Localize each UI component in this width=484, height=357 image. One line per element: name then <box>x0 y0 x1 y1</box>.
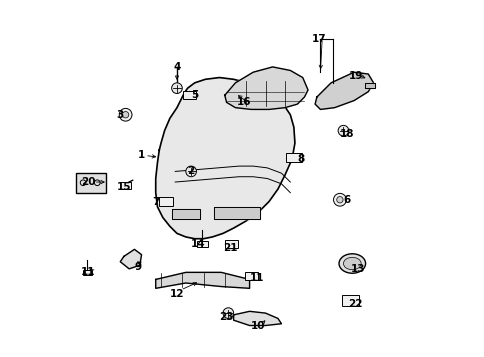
Text: 14: 14 <box>191 239 205 249</box>
Text: 16: 16 <box>237 97 251 107</box>
Circle shape <box>337 125 348 136</box>
FancyBboxPatch shape <box>244 272 257 280</box>
Polygon shape <box>364 83 375 88</box>
Text: 7: 7 <box>151 196 159 206</box>
Text: 21: 21 <box>222 242 237 252</box>
Text: 11: 11 <box>249 273 263 283</box>
Text: 20: 20 <box>81 177 95 187</box>
Text: 9: 9 <box>134 262 141 272</box>
Text: 10: 10 <box>251 321 265 331</box>
Circle shape <box>171 83 182 94</box>
Polygon shape <box>233 311 281 326</box>
FancyBboxPatch shape <box>341 295 359 306</box>
Circle shape <box>333 193 346 206</box>
Text: 11: 11 <box>81 267 95 277</box>
Text: 8: 8 <box>297 154 304 164</box>
Text: 22: 22 <box>348 299 363 309</box>
Circle shape <box>119 109 132 121</box>
Text: 5: 5 <box>191 90 198 100</box>
Text: 17: 17 <box>311 34 325 44</box>
Ellipse shape <box>343 257 361 270</box>
FancyBboxPatch shape <box>182 91 196 99</box>
Circle shape <box>336 197 342 203</box>
Polygon shape <box>224 67 307 110</box>
FancyBboxPatch shape <box>120 182 131 189</box>
Polygon shape <box>120 249 141 269</box>
Text: 12: 12 <box>169 288 184 298</box>
FancyBboxPatch shape <box>159 197 173 206</box>
Text: 1: 1 <box>137 151 145 161</box>
Polygon shape <box>171 208 199 219</box>
Circle shape <box>185 166 196 177</box>
FancyBboxPatch shape <box>197 241 207 247</box>
Text: 13: 13 <box>349 264 364 274</box>
Text: 18: 18 <box>339 129 353 139</box>
Text: 19: 19 <box>348 71 363 81</box>
Polygon shape <box>155 272 249 288</box>
Text: 15: 15 <box>116 182 131 192</box>
Polygon shape <box>315 72 373 110</box>
FancyBboxPatch shape <box>83 270 91 275</box>
FancyBboxPatch shape <box>76 173 106 193</box>
FancyBboxPatch shape <box>286 152 301 162</box>
Text: 4: 4 <box>173 62 180 72</box>
Circle shape <box>223 308 233 318</box>
Text: 23: 23 <box>219 312 233 322</box>
Polygon shape <box>155 77 294 239</box>
Text: 2: 2 <box>187 166 195 176</box>
FancyBboxPatch shape <box>224 240 237 248</box>
Ellipse shape <box>338 254 365 273</box>
Polygon shape <box>214 207 260 219</box>
Text: 3: 3 <box>117 110 124 120</box>
Circle shape <box>122 111 129 118</box>
Text: 6: 6 <box>343 195 350 205</box>
